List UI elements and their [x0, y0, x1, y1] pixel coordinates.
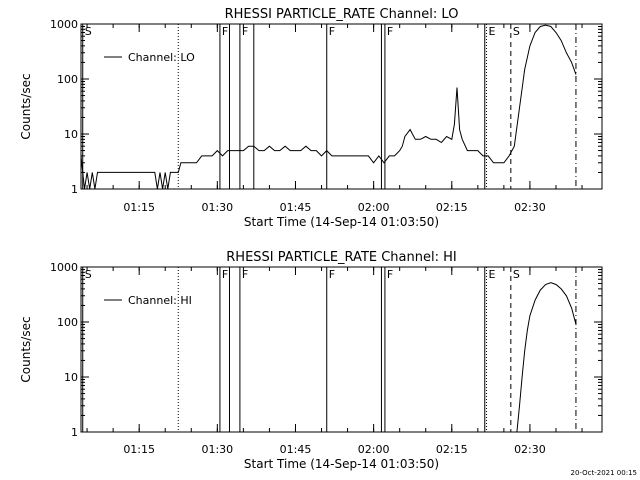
x-tick-label: 01:30 [201, 443, 233, 456]
x-tick-label: 01:15 [123, 201, 155, 214]
event-marker-label: F [329, 25, 335, 38]
x-tick-label: 02:00 [358, 201, 390, 214]
y-tick-label: 10 [64, 128, 78, 141]
series-line [516, 282, 577, 433]
event-marker-label: F [387, 268, 393, 281]
y-tick-label: 1 [71, 426, 78, 439]
event-marker-label: F [222, 25, 228, 38]
footer-timestamp: 20-Oct-2021 00:15 [570, 469, 637, 477]
y-axis-label: Counts/sec [19, 316, 33, 382]
y-tick-label: 10 [64, 371, 78, 384]
y-tick-label: 1000 [50, 18, 78, 31]
event-marker-label: F [329, 268, 335, 281]
legend-label: Channel: LO [128, 51, 195, 64]
y-tick-label: 100 [57, 316, 78, 329]
y-tick-label: 1000 [50, 261, 78, 274]
event-marker-label: F [387, 25, 393, 38]
y-axis-label: Counts/sec [19, 73, 33, 139]
event-marker-label: S [85, 25, 92, 38]
x-tick-label: 01:30 [201, 201, 233, 214]
x-tick-label: 02:00 [358, 443, 390, 456]
chart-panel-lo: RHESSI PARTICLE_RATE Channel: LO 1 10 100 10… [19, 7, 603, 229]
x-axis-label: Start Time (14-Sep-14 01:03:50) [244, 457, 439, 471]
event-marker-label: E [489, 25, 496, 38]
chart-panel-hi: RHESSI PARTICLE_RATE Channel: HI 1 10 100 10… [19, 250, 603, 471]
plot-frame [80, 266, 603, 433]
chart-title: RHESSI PARTICLE_RATE Channel: HI [226, 250, 456, 265]
x-tick-label: 02:15 [436, 201, 468, 214]
event-marker-label: F [242, 268, 248, 281]
event-marker-label: F [222, 268, 228, 281]
legend-label: Channel: HI [128, 294, 192, 307]
event-marker-label: F [242, 25, 248, 38]
series-line [80, 24, 577, 190]
chart-title: RHESSI PARTICLE_RATE Channel: LO [225, 7, 459, 22]
x-tick-label: 02:15 [436, 443, 468, 456]
event-marker-label: E [489, 268, 496, 281]
x-axis-label: Start Time (14-Sep-14 01:03:50) [244, 215, 439, 229]
plot-frame [80, 23, 603, 190]
y-tick-label: 1 [71, 183, 78, 196]
event-marker-label: S [513, 25, 520, 38]
event-marker-label: S [513, 268, 520, 281]
y-tick-label: 100 [57, 73, 78, 86]
x-tick-label: 01:15 [123, 443, 155, 456]
x-tick-label: 02:30 [514, 443, 546, 456]
x-tick-label: 01:45 [280, 443, 312, 456]
x-tick-label: 02:30 [514, 201, 546, 214]
event-marker-label: S [85, 268, 92, 281]
x-tick-label: 01:45 [280, 201, 312, 214]
